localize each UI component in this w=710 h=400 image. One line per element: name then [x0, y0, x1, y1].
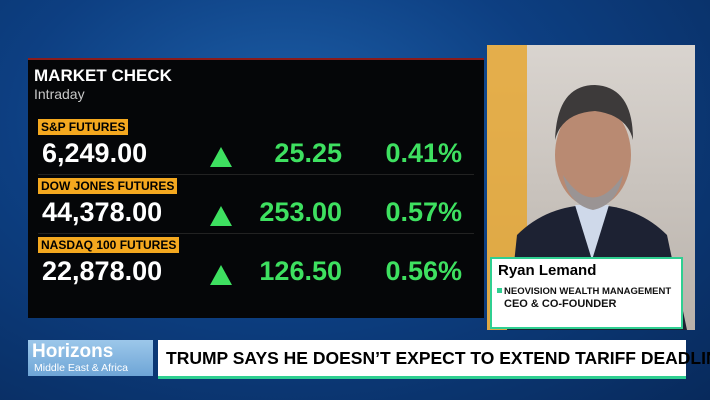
headline: TRUMP SAYS HE DOESN’T EXPECT TO EXTEND T… — [166, 348, 710, 368]
up-arrow — [210, 206, 232, 226]
price: 6,249.00 — [42, 138, 148, 168]
bullet — [497, 288, 502, 293]
ticker-label: DOW JONES FUTURES — [38, 178, 178, 194]
ticker-label: S&P FUTURES — [38, 119, 129, 135]
ticker-label: NASDAQ 100 FUTURES — [38, 237, 180, 253]
change: 253.00 — [259, 197, 342, 227]
up-arrow — [210, 147, 232, 167]
name-plate: Ryan Lemand NEOVISION WEALTH MANAGEMENT … — [490, 257, 683, 329]
headline-bar: TRUMP SAYS HE DOESN’T EXPECT TO EXTEND T… — [158, 340, 710, 379]
row-separator — [38, 233, 474, 234]
guest-name: Ryan Lemand — [498, 262, 597, 279]
guest-company: NEOVISION WEALTH MANAGEMENT — [504, 286, 672, 297]
change: 126.50 — [259, 256, 342, 286]
change: 25.25 — [274, 138, 342, 168]
price: 22,878.00 — [42, 256, 163, 286]
up-arrow — [210, 265, 232, 285]
row-separator — [38, 174, 474, 175]
market-panel: MARKET CHECK Intraday S&P FUTURES 6,249.0… — [28, 58, 484, 318]
price: 44,378.00 — [42, 197, 163, 227]
panel-title: MARKET CHECK — [34, 66, 172, 85]
show-logo: Horizons Middle East & Africa — [28, 340, 153, 376]
show-name: Horizons — [32, 341, 114, 362]
show-region: Middle East & Africa — [34, 362, 128, 374]
percent-change: 0.41% — [385, 138, 462, 168]
guest-role: CEO & CO-FOUNDER — [504, 298, 617, 310]
percent-change: 0.57% — [385, 197, 462, 227]
percent-change: 0.56% — [385, 256, 462, 286]
panel-subtitle: Intraday — [34, 86, 85, 102]
